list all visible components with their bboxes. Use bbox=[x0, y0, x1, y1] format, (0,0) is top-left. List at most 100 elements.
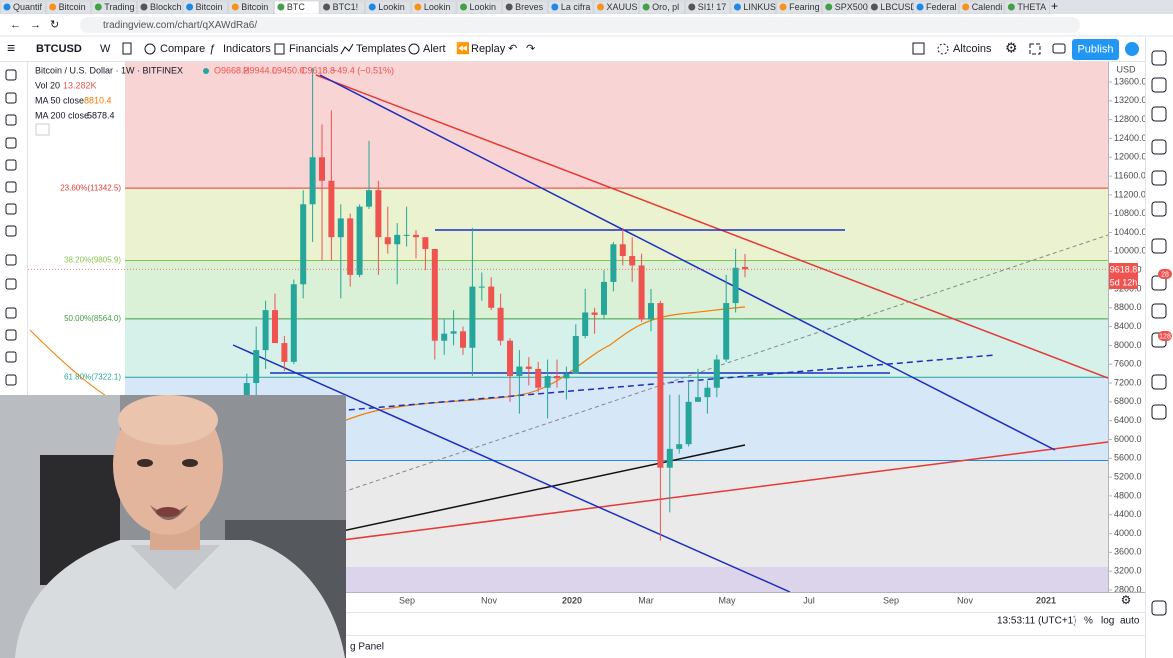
tool-icon[interactable] bbox=[5, 137, 17, 149]
candle-body bbox=[610, 244, 617, 282]
templates-button[interactable]: Templates bbox=[356, 43, 407, 55]
tool-icon[interactable] bbox=[5, 254, 17, 266]
financials-button[interactable]: Financials bbox=[289, 43, 339, 55]
watchlist-button[interactable]: Altcoins bbox=[953, 43, 992, 55]
collar bbox=[130, 545, 220, 590]
tab-title: SI1! 17 bbox=[698, 2, 727, 12]
url-field[interactable] bbox=[80, 17, 1080, 33]
compare-icon[interactable] bbox=[144, 43, 156, 55]
indicators-button[interactable]: Indicators bbox=[223, 43, 271, 55]
candle-body bbox=[507, 340, 513, 376]
chart-type-icon[interactable] bbox=[122, 42, 132, 55]
sidebar-icon[interactable] bbox=[1151, 303, 1167, 319]
candle-body bbox=[676, 444, 683, 449]
sidebar-icon[interactable] bbox=[1151, 50, 1167, 66]
tool-icon[interactable] bbox=[5, 159, 17, 171]
tool-icon[interactable] bbox=[5, 203, 17, 215]
symbol[interactable]: BTCUSD bbox=[36, 43, 82, 55]
replay-icon[interactable]: ⏪ bbox=[456, 42, 470, 55]
ma200-value: 5878.4 bbox=[87, 110, 115, 120]
indicators-icon[interactable]: ƒ bbox=[209, 43, 215, 55]
collapse-legend[interactable] bbox=[35, 123, 50, 136]
candle-body bbox=[525, 366, 532, 369]
percent-toggle[interactable]: % bbox=[1084, 616, 1093, 627]
layout-icon[interactable] bbox=[912, 42, 925, 55]
tool-icon[interactable] bbox=[5, 351, 17, 363]
sidebar-icon[interactable] bbox=[1151, 600, 1167, 616]
sidebar-icon[interactable] bbox=[1151, 139, 1167, 155]
financials-icon[interactable] bbox=[274, 43, 285, 55]
candle-body bbox=[347, 218, 354, 275]
candle-body bbox=[272, 310, 278, 344]
price-tick-label: 11600.0 bbox=[1114, 170, 1146, 180]
price-tick-label: 12000.0 bbox=[1114, 152, 1147, 162]
tab-favicon bbox=[733, 3, 741, 11]
axis-settings[interactable]: ⚙ bbox=[1121, 593, 1132, 607]
tool-icon[interactable] bbox=[5, 181, 17, 193]
price-tick-label: 4000.0 bbox=[1114, 528, 1142, 538]
auto-toggle[interactable]: auto bbox=[1120, 616, 1140, 627]
alert-button[interactable]: Alert bbox=[423, 43, 446, 55]
sidebar-icon[interactable] bbox=[1151, 170, 1167, 186]
time-tick-label: Mar bbox=[638, 595, 654, 605]
tab-title: Lookin bbox=[424, 2, 451, 12]
tab-title: La cifra bbox=[561, 2, 591, 12]
candle-body bbox=[713, 359, 720, 388]
templates-icon[interactable] bbox=[340, 43, 354, 55]
tool-icon[interactable] bbox=[5, 329, 17, 341]
replay-button[interactable]: Replay bbox=[471, 43, 506, 55]
eye bbox=[137, 459, 153, 467]
sidebar-icon[interactable] bbox=[1151, 238, 1167, 254]
tool-icon[interactable] bbox=[5, 278, 17, 290]
alert-icon[interactable] bbox=[408, 43, 420, 55]
fullscreen-icon[interactable] bbox=[1029, 43, 1041, 55]
sidebar-icon[interactable] bbox=[1151, 106, 1167, 122]
tab-favicon bbox=[460, 3, 468, 11]
time-tick-label: Sep bbox=[883, 595, 899, 605]
interval[interactable]: W bbox=[100, 43, 111, 55]
sidebar-icon[interactable] bbox=[1151, 374, 1167, 390]
sidebar-icon[interactable] bbox=[1151, 201, 1167, 217]
publish-button[interactable] bbox=[1072, 39, 1119, 60]
volume-name: Vol 20 bbox=[35, 80, 60, 90]
candle-body bbox=[638, 265, 645, 320]
tool-icon[interactable] bbox=[5, 69, 17, 81]
redo[interactable]: ↷ bbox=[526, 43, 535, 55]
mouth bbox=[156, 507, 180, 517]
tool-icon[interactable] bbox=[5, 374, 17, 386]
price-change: −49.4 (−0.51%) bbox=[332, 65, 394, 75]
sidebar-icon[interactable] bbox=[1151, 404, 1167, 420]
forward-button[interactable]: → bbox=[30, 19, 41, 31]
trading-panel-tab[interactable]: g Panel bbox=[350, 642, 384, 653]
price-tick-label: 10000.0 bbox=[1114, 246, 1147, 256]
tool-icon[interactable] bbox=[5, 92, 17, 104]
candle-body bbox=[488, 286, 495, 308]
tab-favicon bbox=[596, 3, 604, 11]
candle-body bbox=[253, 350, 260, 384]
tool-icon[interactable] bbox=[5, 114, 17, 126]
candle-body bbox=[685, 401, 692, 445]
stream-button[interactable] bbox=[1125, 42, 1139, 56]
forehead bbox=[118, 395, 218, 445]
watchlist-icon[interactable] bbox=[937, 43, 949, 55]
back-button[interactable]: ← bbox=[10, 19, 21, 31]
tool-icon[interactable] bbox=[5, 225, 17, 237]
time-tick-label: Nov bbox=[957, 595, 974, 605]
price-tick-label: 13600.0 bbox=[1114, 76, 1147, 86]
settings-icon[interactable]: ⚙ bbox=[1005, 40, 1018, 56]
undo[interactable]: ↶ bbox=[508, 43, 517, 55]
tab-title: Blockch bbox=[150, 2, 182, 12]
log-toggle[interactable]: log bbox=[1101, 616, 1114, 627]
compare-button[interactable]: Compare bbox=[160, 43, 205, 55]
reload-button[interactable]: ↻ bbox=[50, 19, 59, 31]
tab-title: Calendi bbox=[972, 2, 1003, 12]
sidebar-icon[interactable] bbox=[1151, 77, 1167, 93]
menu-icon[interactable]: ≡ bbox=[7, 40, 15, 56]
fib-zone bbox=[125, 318, 1108, 378]
candle-body bbox=[413, 234, 419, 238]
new-tab[interactable]: + bbox=[1051, 0, 1058, 13]
tab-favicon bbox=[414, 3, 422, 11]
tool-icon[interactable] bbox=[5, 307, 17, 319]
snapshot-icon[interactable] bbox=[1052, 43, 1066, 54]
candle-body bbox=[704, 387, 711, 398]
